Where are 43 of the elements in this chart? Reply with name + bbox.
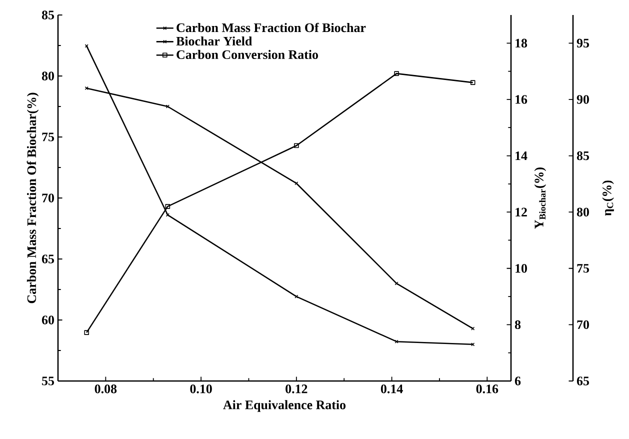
x-tick-label: 0.14 — [380, 384, 403, 394]
legend-label: Carbon Mass Fraction Of Biochar — [176, 22, 366, 32]
point — [165, 204, 170, 209]
y3-axis-title: η$_{C}$(%) — [602, 180, 614, 216]
y2-tick-label: 10 — [516, 264, 527, 273]
x-tick-label: 0.16 — [476, 384, 498, 394]
point — [394, 71, 399, 76]
y3-tick-label: 70 — [577, 320, 589, 330]
y-tick-label: 65 — [42, 254, 54, 264]
legend-label: Carbon Conversion Ratio — [176, 50, 318, 60]
y-tick-label: 55 — [42, 376, 54, 386]
point — [294, 143, 299, 148]
y-tick-label: 60 — [42, 316, 54, 324]
y-tick-label: 70 — [42, 194, 54, 202]
point — [394, 340, 398, 344]
x-tick-label: 0.08 — [94, 384, 117, 394]
y2-tick-label: 8 — [514, 320, 521, 330]
point — [470, 80, 476, 85]
point — [166, 213, 170, 217]
y2-tick-label: 6 — [514, 376, 521, 386]
y2-tick-label: 12 — [516, 208, 527, 216]
x-tick-label: 0.12 — [286, 384, 308, 394]
point — [394, 282, 398, 286]
y-tick-label: 75 — [42, 132, 54, 142]
y-tick-label: 80 — [42, 72, 54, 80]
y2-tick-label: 16 — [516, 95, 528, 104]
y3-tick-label: 80 — [576, 208, 589, 216]
y2-tick-label: 14 — [516, 151, 528, 160]
y2-tick-label: 18 — [516, 38, 528, 48]
point — [294, 294, 298, 298]
y2-axis-title: Y$_{Biochar}$(%) — [534, 167, 546, 229]
y3-tick-label: 85 — [576, 151, 589, 160]
y3-tick-label: 65 — [576, 376, 589, 386]
legend-label: Biochar Yield — [176, 36, 252, 46]
x-tick-label: 0.10 — [190, 384, 212, 394]
y3-tick-label: 90 — [576, 95, 589, 104]
x-axis-title: Air Equivalence Ratio — [223, 400, 346, 412]
point — [84, 330, 90, 335]
y-axis-title: Carbon Mass Fraction Of Biochar(%) — [26, 92, 39, 304]
point — [294, 182, 298, 186]
y3-tick-label: 95 — [576, 38, 589, 48]
y3-tick-label: 75 — [577, 264, 589, 273]
y-tick-label: 85 — [42, 10, 54, 20]
